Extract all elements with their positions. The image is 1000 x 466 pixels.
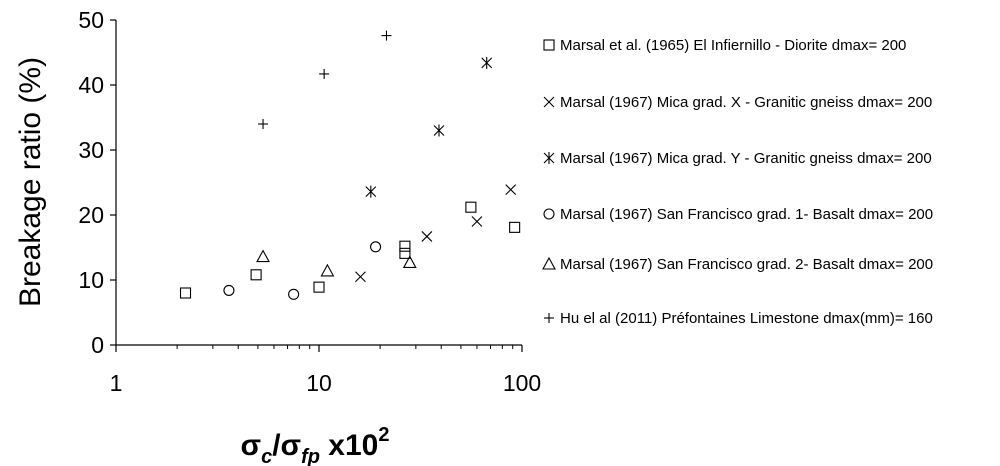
point-series-1-2 (250, 269, 262, 281)
y-tick-label: 50 (78, 7, 104, 33)
point-series-6-1 (258, 119, 269, 129)
y-tick-label: 40 (78, 72, 104, 98)
svg-text:σc/σfp x102: σc/σfp x102 (241, 424, 390, 466)
point-series-3-3 (481, 56, 493, 69)
y-axis-label: Breakage ratio (%) (14, 57, 47, 307)
point-series-1-3 (313, 281, 325, 293)
x-label-exponent: 2 (378, 424, 389, 446)
x-tick-label: 1 (110, 370, 123, 396)
x-label-sigma-1: σ (241, 429, 262, 462)
point-series-1-1 (179, 287, 192, 299)
legend-item-5: Marsal (1967) San Francisco grad. 2- Bas… (542, 256, 933, 273)
y-tick-label: 10 (78, 267, 104, 293)
legend-label-1: Marsal et al. (1965) El Infiernillo - Di… (560, 37, 906, 54)
point-series-4-2 (288, 288, 300, 300)
point-series-2-2 (421, 231, 433, 242)
x-label-sigma-2: σ (281, 429, 302, 462)
legend-label-6: Hu el al (2011) Préfontaines Limestone d… (560, 310, 933, 327)
y-tick-label: 0 (91, 332, 104, 358)
legend-marker-3 (543, 152, 555, 164)
legend-label-2: Marsal (1967) Mica grad. X - Granitic gn… (560, 94, 932, 111)
legend-item-2: Marsal (1967) Mica grad. X - Granitic gn… (543, 94, 932, 111)
point-series-1-6 (465, 201, 477, 213)
legend-label-3: Marsal (1967) Mica grad. Y - Granitic gn… (560, 150, 932, 167)
point-series-2-3 (471, 216, 483, 227)
y-tick-label: 30 (78, 137, 104, 163)
x-axis-label: σc/σfp x102 (241, 424, 390, 466)
point-series-3-2 (433, 124, 445, 137)
x-label-mult: x10 (320, 429, 378, 462)
point-series-6-2 (319, 68, 330, 79)
point-series-3-1 (365, 185, 377, 198)
point-series-5-3 (402, 255, 417, 269)
x-tick-label: 100 (503, 370, 541, 396)
data-points (179, 30, 521, 300)
point-series-5-1 (256, 249, 270, 263)
x-label-slash: / (272, 429, 281, 462)
legend-item-3: Marsal (1967) Mica grad. Y - Granitic gn… (543, 150, 932, 167)
point-series-1-7 (509, 221, 521, 233)
legend-item-1: Marsal et al. (1965) El Infiernillo - Di… (543, 37, 906, 54)
point-series-2-4 (505, 184, 517, 196)
point-series-4-1 (223, 284, 235, 296)
point-series-6-3 (381, 30, 392, 41)
legend-item-4: Marsal (1967) San Francisco grad. 1- Bas… (543, 206, 933, 223)
legend-marker-5 (542, 256, 556, 270)
legend-marker-4 (543, 208, 555, 220)
legend: Marsal et al. (1965) El Infiernillo - Di… (542, 37, 933, 327)
legend-label-4: Marsal (1967) San Francisco grad. 1- Bas… (560, 206, 933, 223)
legend-label-5: Marsal (1967) San Francisco grad. 2- Bas… (560, 256, 933, 273)
y-tick-label: 20 (78, 202, 104, 228)
point-series-1-4 (399, 247, 411, 259)
x-label-sub-fp: fp (301, 446, 320, 466)
point-series-1-5 (399, 240, 411, 252)
legend-marker-1 (543, 39, 555, 51)
legend-marker-6 (544, 313, 554, 323)
point-series-4-3 (370, 241, 382, 253)
point-series-5-2 (320, 263, 335, 277)
x-tick-label: 10 (306, 370, 332, 396)
legend-item-6: Hu el al (2011) Préfontaines Limestone d… (544, 310, 933, 327)
legend-marker-2 (543, 96, 555, 108)
x-label-sub-c: c (261, 446, 272, 466)
point-series-2-1 (355, 271, 366, 283)
axes: 0 10 20 30 40 50 1 10 100 (78, 7, 541, 396)
